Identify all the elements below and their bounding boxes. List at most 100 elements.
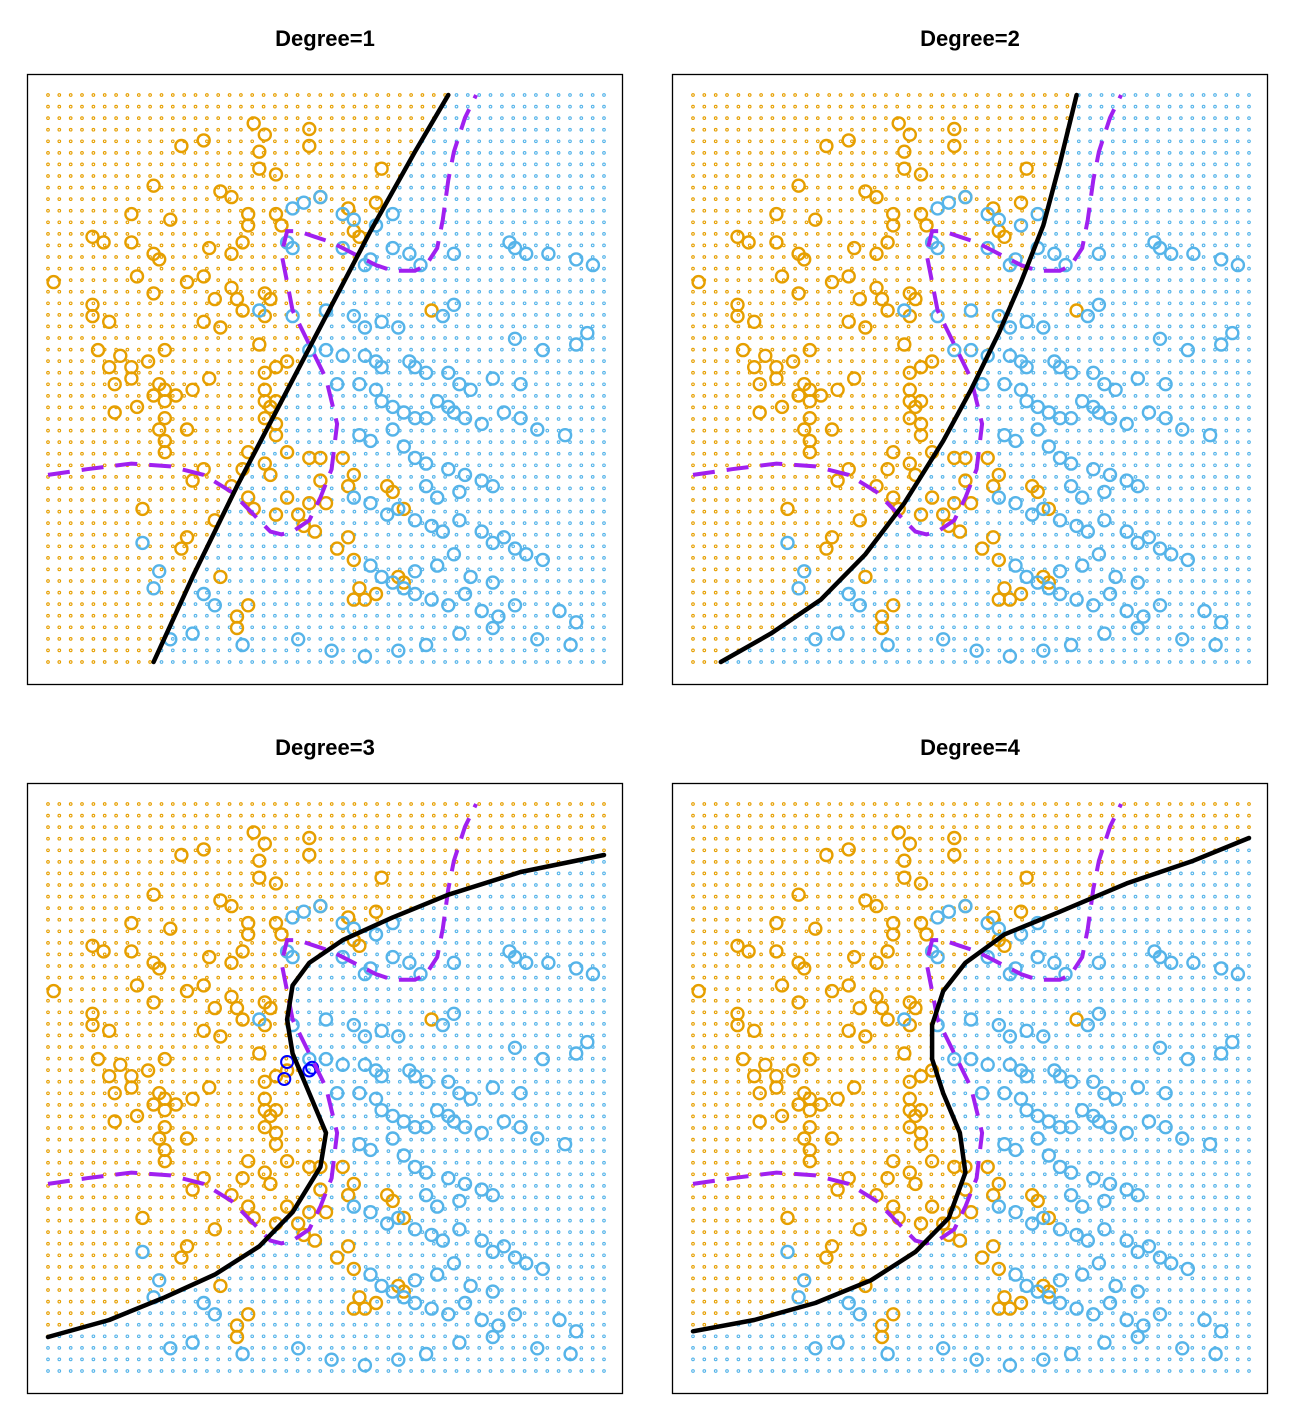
- grid-dot: [329, 197, 334, 201]
- grid-dot: [534, 232, 538, 236]
- point-orange: [96, 235, 111, 250]
- grid-dot: [284, 590, 289, 595]
- grid-dot: [227, 93, 232, 97]
- grid-dot: [159, 660, 164, 664]
- grid-dot: [906, 93, 911, 97]
- grid-dot: [906, 660, 911, 664]
- point-orange: [268, 206, 284, 222]
- grid-dot: [534, 370, 538, 375]
- grid-dot: [1099, 197, 1104, 201]
- grid-dot: [781, 104, 786, 109]
- grid-dot: [974, 266, 979, 271]
- grid-dot: [216, 313, 221, 317]
- grid-dot: [736, 359, 741, 363]
- grid-dot: [261, 220, 266, 225]
- grid-dot: [713, 428, 718, 433]
- grid-dot: [341, 232, 345, 236]
- grid-dot: [431, 289, 436, 294]
- grid-dot: [1054, 162, 1058, 167]
- grid-dot: [522, 208, 527, 213]
- grid-dot: [781, 648, 786, 653]
- grid-dot: [227, 660, 232, 664]
- grid-dot: [193, 532, 198, 537]
- grid-dot: [545, 93, 550, 97]
- grid-dot: [702, 405, 707, 410]
- grid-dot: [702, 556, 707, 560]
- grid-dot: [747, 556, 752, 560]
- grid-dot: [148, 243, 152, 248]
- grid-dot: [375, 428, 379, 433]
- grid-dot: [827, 255, 832, 259]
- grid-dot: [46, 463, 50, 468]
- grid-dot: [352, 220, 357, 225]
- grid-dot: [997, 220, 1002, 225]
- grid-dot: [170, 579, 175, 583]
- grid-dot: [781, 232, 786, 236]
- grid-dot: [318, 556, 323, 560]
- grid-dot: [793, 451, 797, 456]
- grid-dot: [1076, 278, 1081, 282]
- grid-dot: [46, 174, 50, 178]
- grid-dot: [929, 532, 934, 537]
- grid-dot: [770, 521, 775, 525]
- grid-dot: [68, 602, 73, 606]
- grid-dot: [1031, 625, 1036, 630]
- grid-dot: [579, 509, 584, 514]
- grid-dot: [918, 613, 922, 618]
- grid-dot: [1133, 289, 1138, 294]
- grid-dot: [68, 243, 73, 248]
- grid-dot: [1122, 637, 1127, 641]
- grid-dot: [91, 220, 96, 225]
- grid-dot: [986, 278, 990, 282]
- grid-dot: [1110, 440, 1115, 444]
- grid-dot: [918, 174, 922, 178]
- grid-dot: [918, 567, 922, 572]
- grid-dot: [511, 579, 516, 583]
- grid-dot: [545, 197, 550, 201]
- grid-dot: [1190, 324, 1195, 329]
- grid-dot: [295, 567, 300, 572]
- grid-dot: [736, 486, 741, 491]
- grid-dot: [918, 637, 922, 641]
- grid-dot: [770, 336, 775, 340]
- grid-dot: [102, 289, 107, 294]
- grid-dot: [511, 440, 516, 444]
- grid-dot: [261, 174, 266, 178]
- grid-dot: [102, 556, 107, 560]
- grid-dot: [1008, 174, 1013, 178]
- grid-dot: [522, 602, 527, 606]
- grid-dot: [170, 532, 175, 537]
- grid-dot: [431, 278, 436, 282]
- grid-dot: [80, 324, 84, 329]
- grid-dot: [838, 498, 843, 502]
- point-orange: [151, 422, 167, 437]
- grid-dot: [1122, 162, 1127, 167]
- grid-dot: [488, 532, 493, 537]
- grid-dot: [159, 220, 164, 225]
- grid-dot: [1065, 498, 1070, 502]
- grid-dot: [273, 289, 277, 294]
- grid-dot: [1133, 521, 1138, 525]
- grid-dot: [1122, 440, 1127, 444]
- grid-dot: [341, 151, 345, 155]
- grid-dot: [341, 324, 345, 329]
- grid-dot: [713, 544, 718, 549]
- grid-dot: [918, 278, 922, 282]
- grid-dot: [1054, 232, 1058, 236]
- grid-dot: [511, 313, 516, 317]
- grid-dot: [273, 313, 277, 317]
- grid-dot: [534, 463, 538, 468]
- grid-dot: [465, 509, 470, 514]
- grid-dot: [511, 104, 516, 109]
- grid-dot: [500, 151, 504, 155]
- grid-dot: [1122, 116, 1127, 120]
- grid-dot: [193, 370, 198, 375]
- grid-dot: [125, 590, 130, 595]
- grid-dot: [1099, 116, 1104, 120]
- grid-dot: [159, 359, 164, 363]
- grid-dot: [872, 243, 877, 248]
- grid-dot: [579, 405, 584, 410]
- point-blue: [363, 496, 378, 511]
- grid-dot: [579, 486, 584, 491]
- grid-dot: [341, 185, 345, 190]
